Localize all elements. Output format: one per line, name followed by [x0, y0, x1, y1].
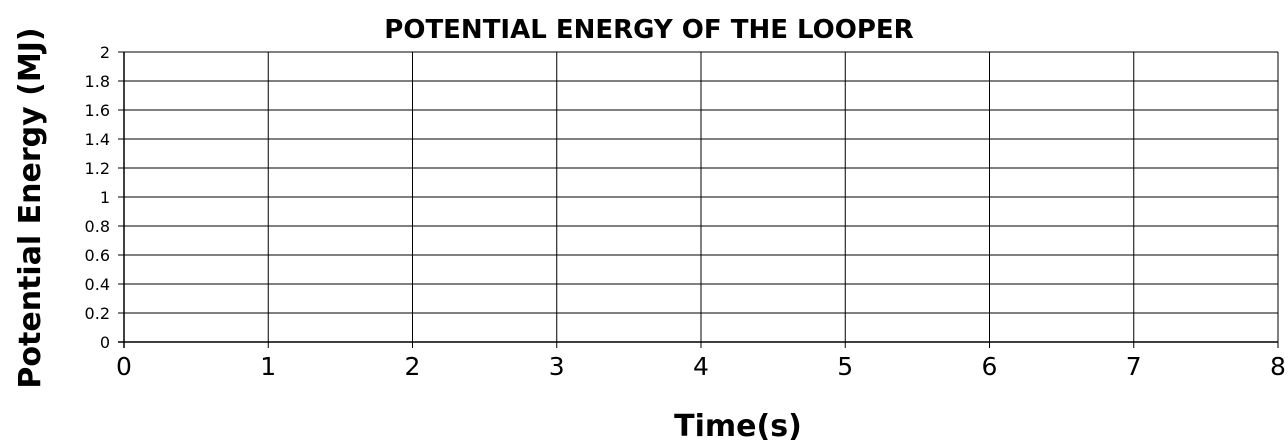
x-tick-label: 4 — [693, 352, 709, 381]
x-tick-label: 2 — [405, 352, 421, 381]
chart-title: POTENTIAL ENERGY OF THE LOOPER — [384, 15, 913, 45]
y-tick-label: 1.6 — [85, 101, 110, 120]
grid — [118, 51, 1279, 348]
x-tick-labels: 0 1 2 3 4 5 6 7 8 — [116, 352, 1286, 381]
x-tick-label: 7 — [1126, 352, 1142, 381]
x-tick-label: 6 — [982, 352, 998, 381]
y-tick-label: 2 — [100, 43, 110, 62]
y-tick-label: 0.8 — [85, 217, 110, 236]
x-tick-label: 5 — [837, 352, 853, 381]
x-tick-label: 3 — [549, 352, 565, 381]
y-tick-label: 1.2 — [85, 159, 110, 178]
y-tick-labels: 0 0.2 0.4 0.6 0.8 1 1.2 1.4 1.6 1.8 2 — [85, 43, 110, 352]
axes — [118, 52, 1278, 348]
y-tick-label: 0.2 — [85, 304, 110, 323]
y-tick-label: 1.8 — [85, 72, 110, 91]
y-tick-label: 0 — [100, 333, 110, 352]
y-tick-label: 1.4 — [85, 130, 110, 149]
y-tick-label: 1 — [100, 188, 110, 207]
y-tick-label: 0.4 — [85, 275, 110, 294]
x-axis-label: Time(s) — [674, 409, 802, 442]
y-axis-label: Potential Energy (MJ) — [13, 27, 48, 388]
y-tick-label: 0.6 — [85, 246, 110, 265]
x-tick-label: 1 — [260, 352, 276, 381]
x-tick-label: 0 — [116, 352, 132, 381]
x-tick-label: 8 — [1270, 352, 1286, 381]
